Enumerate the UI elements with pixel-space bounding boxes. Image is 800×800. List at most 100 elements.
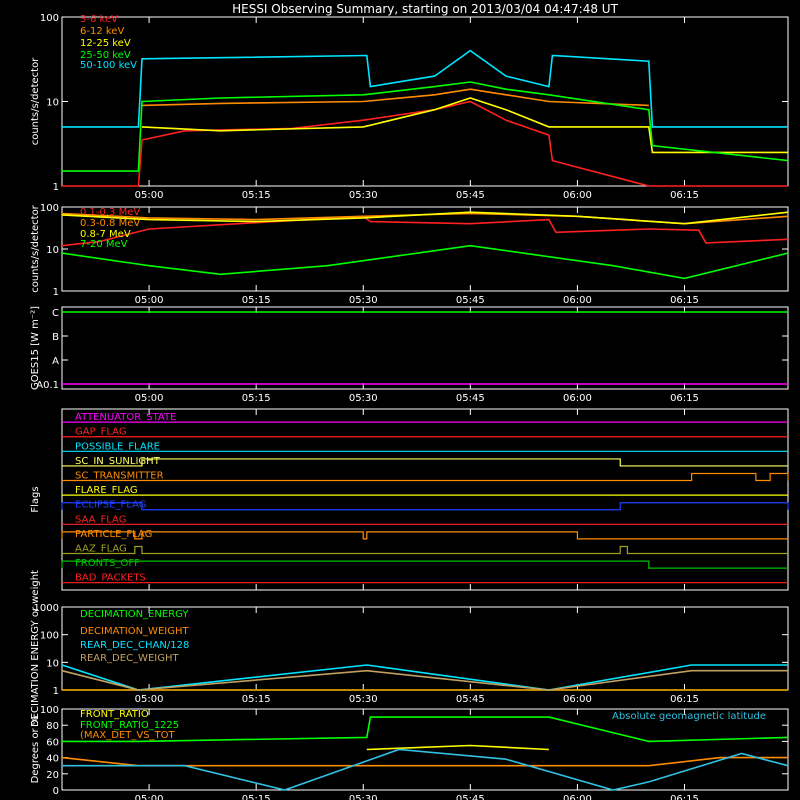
y-tick-label: 10	[46, 658, 59, 669]
panel-stack: 05:00 05:15 05:30 05:45 06:00 06:15 counts/s/d…	[30, 13, 789, 800]
flag-label: ECLIPSE_FLAG	[75, 500, 146, 511]
x-tick-label: 05:00	[135, 694, 164, 705]
legend-entry: DECIMATION_ENERGY	[80, 609, 189, 620]
flag-label: FLARE_FLAG	[75, 485, 138, 496]
y-tick-label: 100	[40, 13, 59, 24]
y-tick-label: 1	[53, 287, 59, 298]
x-tick-label: 05:30	[349, 794, 378, 800]
flag-line-fronts-off	[61, 560, 788, 569]
annotation-geomagnetic-latitude: Absolute geomagnetic latitude	[612, 711, 766, 722]
x-tick-label: 06:00	[563, 794, 592, 800]
legend-entry: REAR_DEC_WEIGHT	[80, 653, 179, 664]
legend-entry: FRONT_RATIO	[80, 709, 149, 720]
legend-entry: 0.3-0.8 MeV	[80, 218, 140, 229]
flag-line-particle-flag	[61, 531, 788, 540]
y-tick-label: 1	[53, 686, 59, 697]
y-tick-label: C	[52, 308, 59, 319]
flag-label: SC_TRANSMITTER	[75, 471, 164, 482]
high_energy-ylabel: counts/s/detector	[30, 204, 41, 292]
low_energy-series-1	[141, 88, 649, 107]
y-tick-label: 60	[46, 737, 59, 748]
x-tick-label: 05:15	[242, 393, 271, 404]
x-tick-label: 05:00	[135, 295, 164, 306]
x-tick-label: 05:15	[242, 794, 271, 800]
low_energy-ylabel: counts/s/detector	[30, 57, 41, 145]
flag-label: SC_IN_SUNLIGHT	[75, 456, 161, 467]
x-tick-label: 05:30	[349, 190, 378, 201]
x-tick-label: 06:00	[563, 190, 592, 201]
x-tick-label: 06:00	[563, 393, 592, 404]
x-tick-label: 06:15	[670, 393, 699, 404]
flag-label: GAP_FLAG	[75, 427, 127, 438]
legend-entry: 0.1-0.3 MeV	[80, 207, 140, 218]
flag-label: AAZ_FLAG	[75, 544, 127, 555]
x-tick-label: 05:30	[349, 295, 378, 306]
y-tick-label: 100	[40, 631, 59, 642]
flag-label: SAA_FLAG	[75, 514, 126, 525]
flag-label: BAD_PACKETS	[75, 573, 146, 584]
legend-entry: 6-12 keV	[80, 26, 124, 37]
flag-label: FRONTS_OFF	[75, 558, 140, 569]
x-tick-label: 05:30	[349, 393, 378, 404]
x-tick-label: 05:00	[135, 794, 164, 800]
ratios-series-2	[61, 756, 788, 767]
y-tick-label: 10	[46, 245, 59, 256]
legend-entry: 12-25 keV	[80, 38, 131, 49]
x-tick-label: 06:15	[670, 295, 699, 306]
x-tick-label: 06:15	[670, 190, 699, 201]
ratios-series-3	[62, 748, 789, 791]
goes-frame	[61, 306, 789, 390]
decimation-series-3	[61, 669, 788, 691]
legend-entry: 50-100 keV	[80, 60, 137, 71]
x-tick-label: 05:30	[349, 694, 378, 705]
ratios-ylabel: Degrees or %	[30, 716, 41, 784]
y-tick-label: 10	[46, 98, 59, 109]
x-tick-label: 06:00	[563, 694, 592, 705]
goes-ylabel: GOES15 [W m⁻²]	[30, 306, 41, 390]
flag-label: POSSIBLE_FLARE	[75, 441, 160, 452]
low_energy-series-3	[62, 81, 789, 172]
x-tick-label: 05:45	[456, 190, 485, 201]
low_energy-frame	[61, 16, 789, 187]
x-tick-label: 05:45	[456, 393, 485, 404]
x-tick-label: 05:00	[135, 393, 164, 404]
legend-entry: 0.8-7 MeV	[80, 229, 131, 240]
ratios-series-0	[366, 744, 549, 751]
flag-line-aaz-flag	[62, 545, 788, 555]
x-tick-label: 05:00	[135, 190, 164, 201]
figure-title: HESSI Observing Summary, starting on 201…	[232, 2, 618, 16]
y-tick-label: 1	[53, 182, 59, 193]
x-tick-label: 06:15	[670, 794, 699, 800]
high_energy-series-3	[61, 244, 789, 280]
x-tick-label: 05:15	[242, 694, 271, 705]
y-tick-label: 20	[46, 770, 59, 781]
legend-entry: DECIMATION_WEIGHT	[80, 626, 189, 637]
legend-entry: 25-50 keV	[80, 50, 131, 61]
x-tick-label: 06:00	[563, 295, 592, 306]
flag-label: ATTENUATOR_STATE	[75, 412, 176, 423]
low_energy-series-4	[62, 49, 788, 128]
legend-entry: FRONT_RATIO_1225	[80, 720, 179, 731]
flag-line-sc-in-sunlight	[62, 458, 788, 467]
x-tick-label: 05:45	[456, 295, 485, 306]
high_energy-series-0	[61, 215, 789, 247]
x-tick-label: 05:45	[456, 694, 485, 705]
ratios-frame	[61, 708, 789, 791]
y-tick-label: 100	[40, 203, 59, 214]
decimation-series-2	[61, 664, 788, 691]
low_energy-series-0	[62, 100, 788, 187]
flag-label: PARTICLE_FLAG	[75, 529, 152, 540]
decimation-ylabel: DECIMATION ENERGY or weight	[30, 570, 41, 727]
y-tick-label: 1000	[34, 603, 59, 614]
flags-ylabel: Flags	[30, 486, 41, 512]
legend-entry: 3-6 keV	[80, 14, 118, 25]
legend-entry: REAR_DEC_CHAN/128	[80, 640, 189, 651]
legend-entry: (MAX_DET_VS_TOT	[80, 730, 176, 741]
y-tick-label: 0	[53, 786, 59, 797]
y-tick-label: A	[52, 356, 59, 367]
y-tick-label: 100	[40, 705, 59, 716]
y-tick-label: B	[52, 332, 59, 343]
x-tick-label: 06:15	[670, 694, 699, 705]
y-tick-label: 80	[46, 721, 59, 732]
